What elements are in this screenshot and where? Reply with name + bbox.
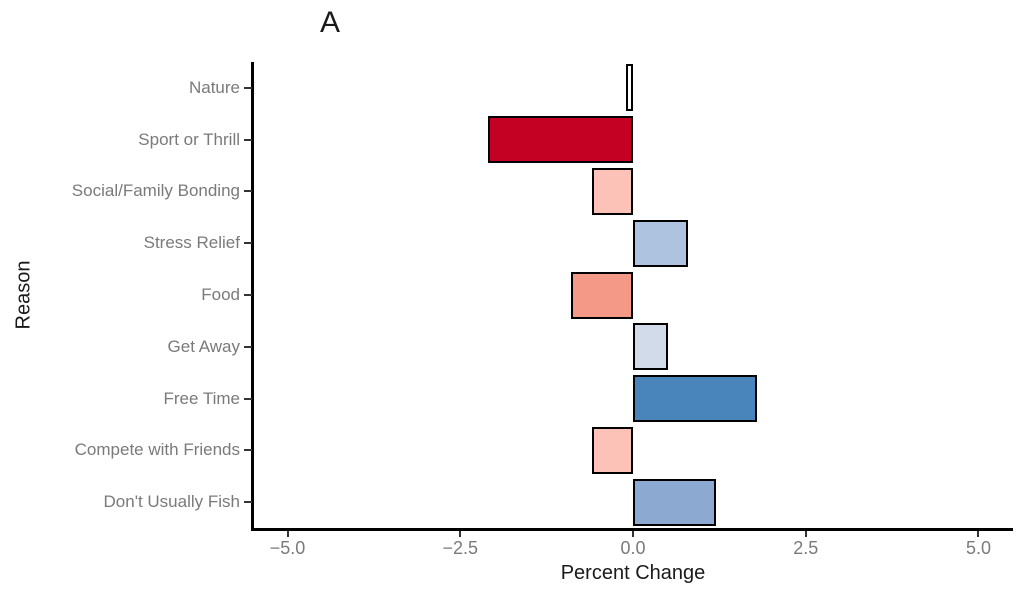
x-axis-title: Percent Change bbox=[560, 562, 706, 584]
x-tick-label: −5.0 bbox=[269, 538, 306, 558]
bar-social-family-bonding bbox=[591, 167, 633, 215]
plot-area bbox=[253, 62, 1013, 528]
y-tick-mark bbox=[244, 190, 252, 193]
bar-don-t-usually-fish bbox=[633, 478, 716, 526]
y-tick-mark bbox=[244, 397, 252, 400]
y-tick-mark bbox=[244, 138, 252, 141]
bar-compete-with-friends bbox=[591, 426, 633, 474]
y-axis-line bbox=[251, 62, 254, 531]
x-tick-label: 0.0 bbox=[620, 538, 646, 558]
bar-stress-relief bbox=[633, 219, 689, 267]
panel-label: A bbox=[320, 6, 341, 39]
x-tick-mark bbox=[459, 531, 462, 537]
y-tick-label-get-away: Get Away bbox=[167, 336, 240, 356]
bar-sport-or-thrill bbox=[487, 116, 633, 164]
y-tick-label-stress-relief: Stress Relief bbox=[143, 233, 240, 253]
y-tick-label-don-t-usually-fish: Don't Usually Fish bbox=[103, 492, 240, 512]
x-tick-mark bbox=[977, 531, 980, 537]
x-tick-label: 5.0 bbox=[965, 538, 991, 558]
x-tick-mark bbox=[286, 531, 289, 537]
bar-food bbox=[570, 271, 633, 319]
bar-free-time bbox=[633, 375, 758, 423]
y-tick-label-food: Food bbox=[201, 285, 240, 304]
y-axis-title: Reason bbox=[12, 260, 35, 330]
y-tick-mark bbox=[244, 449, 252, 452]
y-tick-label-nature: Nature bbox=[188, 77, 240, 97]
x-tick-label: −2.5 bbox=[442, 538, 479, 558]
y-tick-label-compete-with-friends: Compete with Friends bbox=[74, 440, 240, 460]
y-tick-label-free-time: Free Time bbox=[163, 388, 240, 408]
y-tick-label-social-family-bonding: Social/Family Bonding bbox=[71, 181, 240, 201]
y-tick-mark bbox=[244, 86, 252, 89]
bar-get-away bbox=[633, 323, 668, 371]
x-tick-label: 2.5 bbox=[793, 538, 819, 558]
x-tick-mark bbox=[804, 531, 807, 537]
bar-nature bbox=[626, 64, 633, 112]
y-tick-mark bbox=[244, 242, 252, 245]
x-axis-line bbox=[251, 528, 1013, 531]
x-tick-mark bbox=[632, 531, 634, 537]
y-tick-mark bbox=[244, 345, 252, 348]
y-tick-mark bbox=[244, 294, 252, 296]
y-tick-label-sport-or-thrill: Sport or Thrill bbox=[138, 129, 240, 149]
y-tick-mark bbox=[244, 501, 252, 504]
